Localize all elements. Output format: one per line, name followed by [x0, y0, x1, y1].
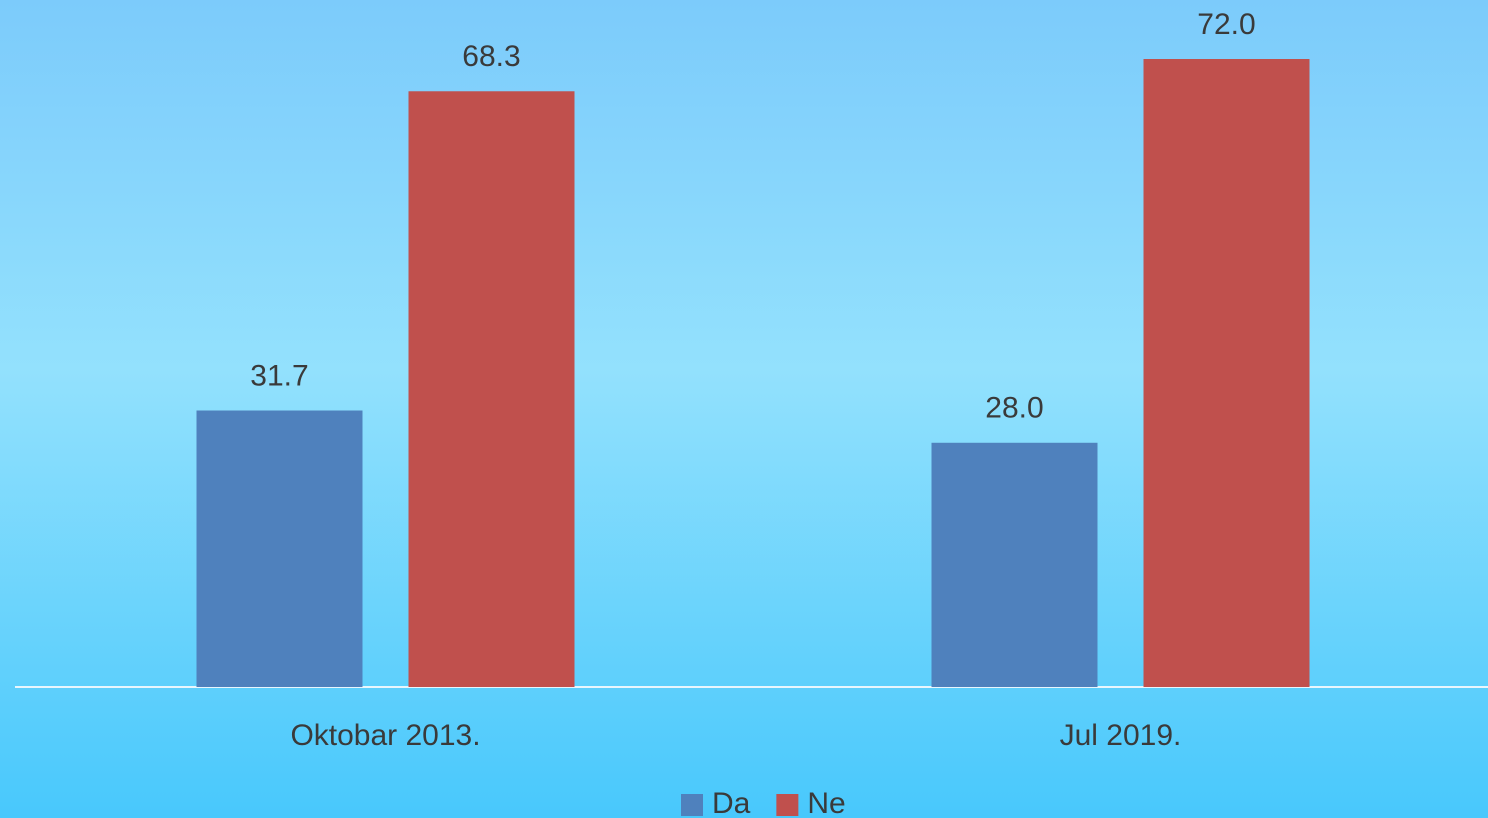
bar	[931, 442, 1098, 687]
data-label: 31.7	[250, 359, 308, 392]
legend-swatch	[776, 794, 799, 816]
data-label: 28.0	[985, 392, 1043, 425]
bar	[196, 410, 363, 687]
bar	[1143, 59, 1310, 687]
legend-swatch	[681, 794, 703, 816]
legend-label: Ne	[807, 787, 845, 818]
bar	[408, 91, 575, 688]
data-label: 68.3	[462, 40, 520, 73]
x-tick-label: Oktobar 2013.	[290, 719, 480, 752]
x-tick-label: Jul 2019.	[1060, 719, 1182, 752]
data-label: 72.0	[1197, 8, 1255, 41]
legend-label: Da	[712, 787, 751, 818]
